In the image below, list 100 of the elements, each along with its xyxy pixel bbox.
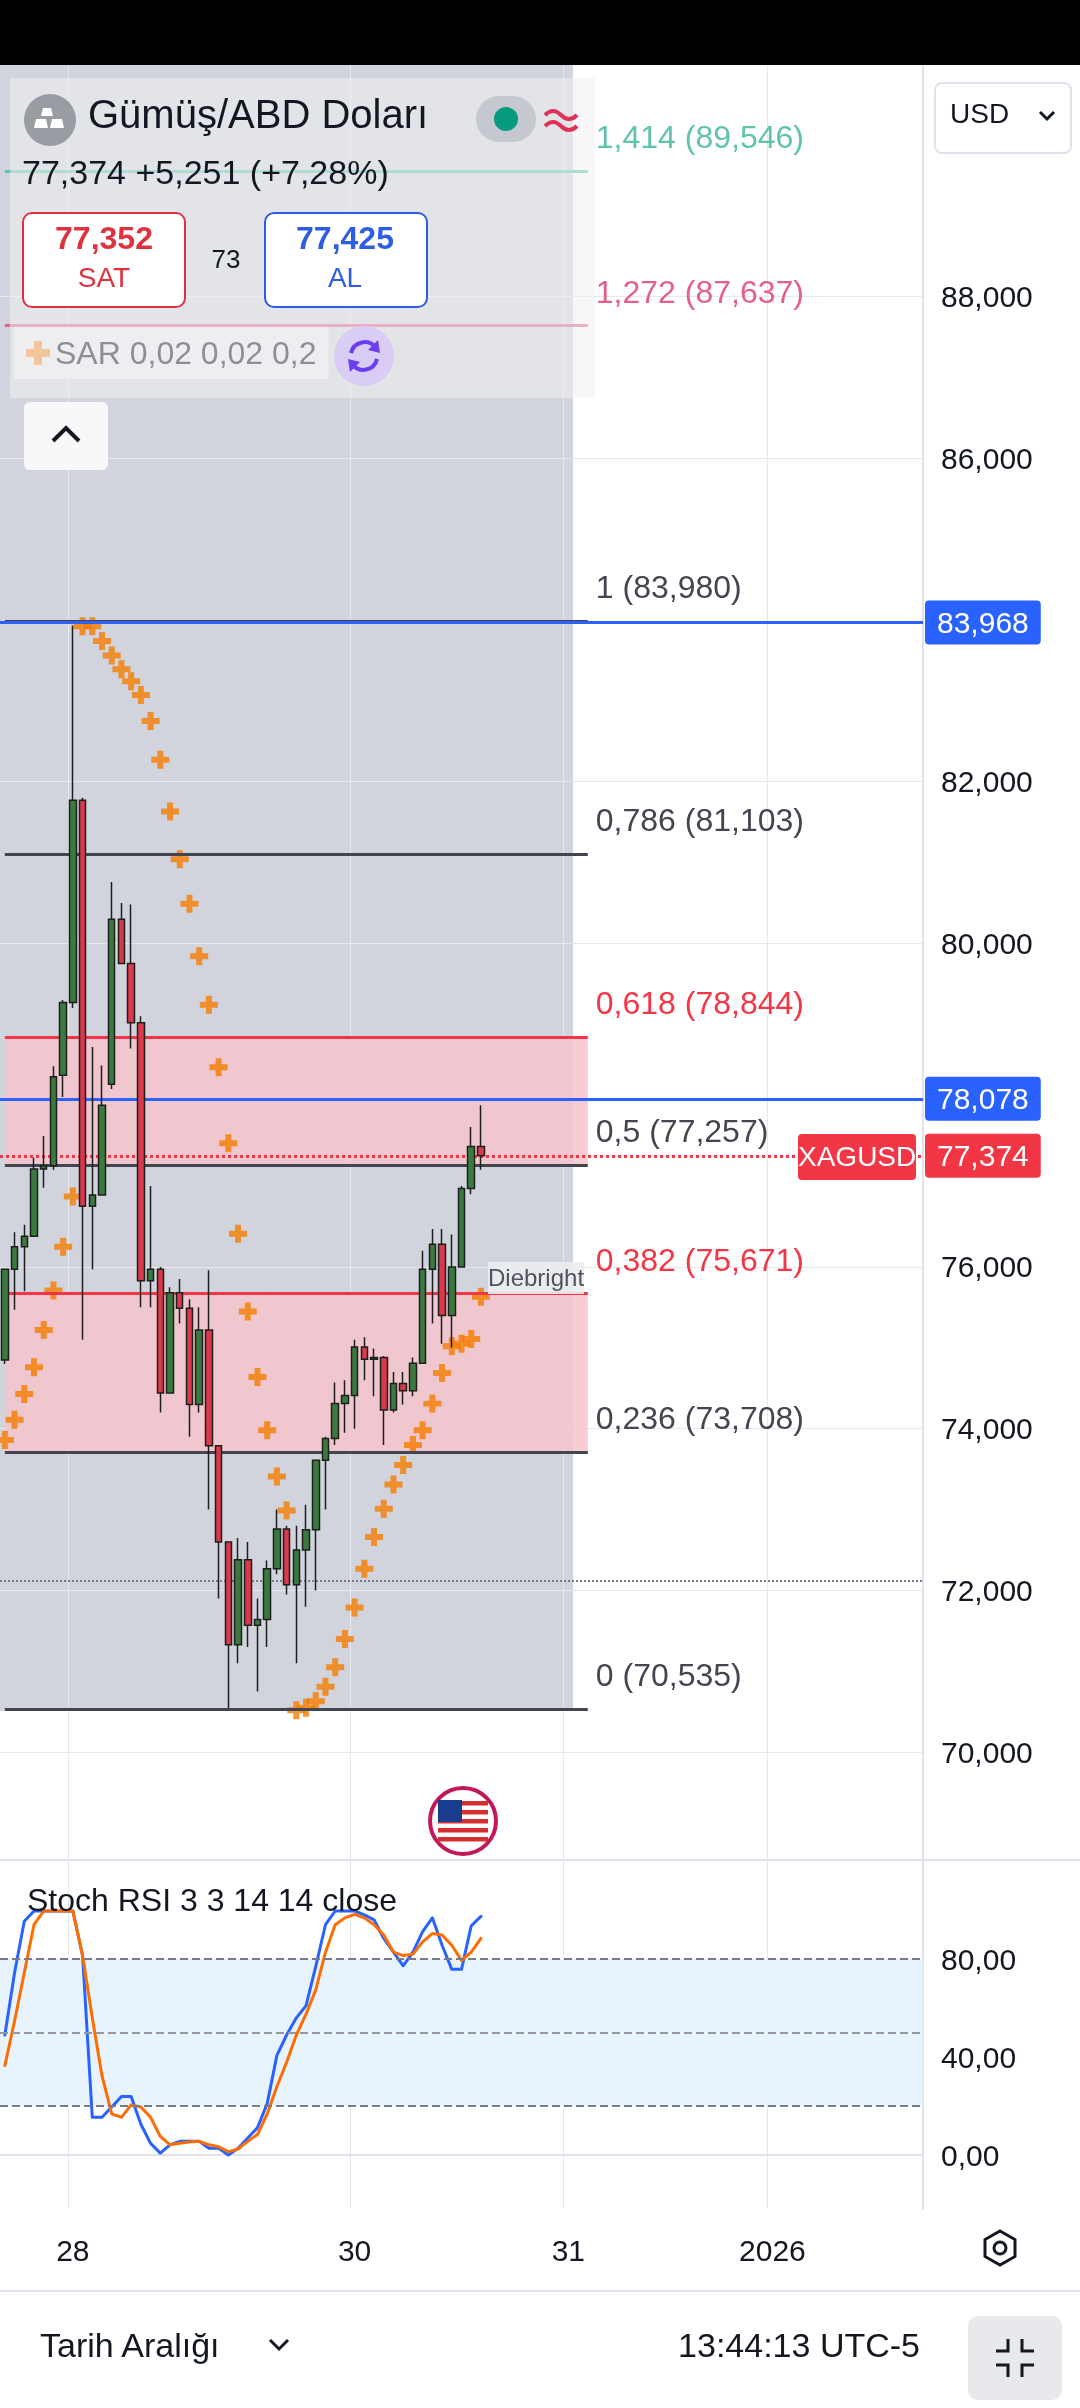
point [112,660,131,679]
text: Gümüş/ABD Doları [88,92,429,137]
candlestick [126,903,136,1050]
text: 77,374 +5,251 (+7,28%) [22,153,389,192]
candlestick [10,1231,19,1311]
candlestick [466,1126,476,1195]
y-tick-label: 70,000 [941,1735,1033,1769]
text: Tarih Aralığı [40,2326,221,2365]
candlestick [146,1185,155,1309]
candlestick [408,1356,418,1398]
point [326,1658,345,1677]
point [93,631,112,650]
candlestick [49,1065,58,1171]
point [462,1329,481,1348]
candlestick [88,1046,97,1271]
candlestick [330,1381,340,1446]
point [248,1367,267,1386]
candlestick [428,1228,437,1325]
text: 13:44:13 UTC-5 [677,2326,920,2365]
candlestick [476,1104,486,1171]
annotation: 73 [210,244,242,275]
candlestick [350,1338,359,1430]
ref-line-label: 0,5 (77,257) [595,1113,769,1150]
point [199,995,218,1014]
candlestick [282,1525,291,1596]
candlestick [29,1156,39,1237]
candlestick [233,1537,243,1665]
x-tick-label: 31 [551,2233,586,2267]
candlestick [214,1444,223,1600]
point [345,1598,364,1617]
candlestick [185,1298,194,1438]
candlestick [292,1525,301,1665]
candlestick [20,1224,29,1292]
candlestick [204,1269,214,1511]
candlestick [457,1185,466,1268]
candlestick [107,881,116,1090]
candlestick [0,1268,10,1365]
ref-line-label: 1,414 (89,546) [595,119,804,156]
candlestick [389,1371,398,1414]
y-tick-label: 0,00 [941,2138,1000,2172]
ref-line-label: 1,272 (87,637) [595,273,804,310]
candlestick [360,1336,369,1381]
ref-line-label: 0,786 (81,103) [595,802,804,839]
candlestick [340,1379,350,1434]
point [229,1224,248,1243]
point [374,1499,393,1518]
candlestick [418,1250,427,1364]
point [151,750,170,769]
candlestick [262,1559,272,1648]
candlestick [321,1436,330,1511]
ref-line-label: 0,382 (75,671) [595,1241,804,1278]
candlestick [447,1233,457,1349]
candlestick [253,1597,262,1693]
candlestick [272,1508,282,1576]
y-tick-label: 80,000 [941,926,1033,960]
candlestick [58,999,68,1098]
x-tick-label: 28 [56,2233,90,2267]
y-tick-label: 76,000 [941,1250,1033,1284]
candlestick [243,1541,253,1648]
legend-label: SAR 0,02 0,02 0,2 [55,335,317,371]
x-tick-label: 2026 [739,2233,806,2267]
point [54,1237,73,1256]
annotation: Diebright [488,1262,585,1294]
y-tick-label: 72,000 [941,1573,1033,1607]
point [180,894,199,913]
ref-line-label: 77,374 [937,1139,1029,1173]
point [15,1384,34,1403]
ref-line-label: 78,078 [937,1082,1029,1116]
candlestick [97,1064,107,1196]
point [5,1410,24,1429]
point [267,1467,286,1486]
candlestick [437,1228,447,1345]
ref-line-label: 0,618 (78,844) [595,984,804,1021]
point [170,850,189,869]
point [423,1394,442,1413]
point [394,1456,413,1475]
candlestick [301,1503,311,1608]
point [102,646,121,665]
annotation: AL [326,262,364,294]
text: USD [950,98,1011,130]
y-tick-label: 82,000 [941,765,1033,799]
candlestick [68,624,78,1009]
point [355,1559,374,1578]
candlestick [311,1459,321,1592]
candlestick [194,1306,204,1414]
point [384,1475,403,1494]
ref-line-label: 0 (70,535) [595,1656,742,1693]
candlestick [117,902,126,965]
point [190,947,209,966]
annotation: 77,352 [54,220,154,257]
candlestick [78,797,87,1341]
x-tick-label: 30 [337,2233,372,2267]
candlestick [156,1266,165,1414]
y-tick-label: 74,000 [941,1412,1033,1446]
point [131,686,150,705]
ref-line-label: 0,236 (73,708) [595,1400,804,1437]
point [433,1363,452,1382]
y-tick-label: 86,000 [941,441,1033,475]
y-tick-label: 40,00 [941,2040,1017,2074]
ref-line-label: 1 (83,980) [595,569,742,606]
